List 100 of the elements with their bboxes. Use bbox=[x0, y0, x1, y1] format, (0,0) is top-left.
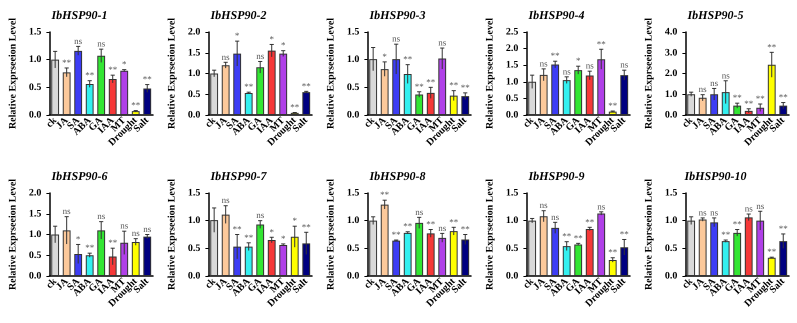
chart-title: IbHSP90-1 bbox=[50, 8, 108, 22]
y-tick-label: 0.5 bbox=[346, 82, 360, 93]
data-label: ** bbox=[108, 64, 118, 75]
bar bbox=[268, 240, 276, 276]
bar bbox=[380, 204, 389, 276]
data-label: * bbox=[280, 40, 286, 50]
bar bbox=[586, 75, 594, 115]
data-label: ns bbox=[222, 195, 230, 206]
data-label: * bbox=[122, 59, 127, 70]
chart-title: IbHSP90-10 bbox=[683, 169, 747, 183]
data-label: ns bbox=[698, 207, 708, 218]
y-tick-label: 0.0 bbox=[28, 110, 42, 120]
data-label: ** bbox=[732, 92, 742, 103]
data-label: ** bbox=[244, 82, 254, 92]
data-label: ** bbox=[449, 216, 459, 227]
data-label: ** bbox=[562, 231, 572, 242]
data-label: ** bbox=[403, 221, 413, 232]
chart-title: IbHSP90-7 bbox=[209, 169, 268, 183]
bar bbox=[450, 231, 458, 276]
data-label: ns bbox=[62, 206, 72, 216]
data-label: ns bbox=[620, 60, 629, 70]
y-tick-label: 1.0 bbox=[664, 88, 678, 100]
bar bbox=[132, 111, 140, 115]
data-label: ns bbox=[438, 38, 447, 48]
data-label: ** bbox=[244, 232, 254, 242]
y-tick-label: 0.5 bbox=[506, 92, 518, 104]
y-tick-label: 1.0 bbox=[188, 68, 200, 79]
data-label: ** bbox=[414, 81, 424, 92]
data-label: ns bbox=[562, 66, 572, 76]
bar bbox=[302, 92, 310, 115]
chart-title: IbHSP90-5 bbox=[686, 8, 744, 22]
data-label: * bbox=[269, 226, 274, 237]
bar bbox=[608, 112, 617, 115]
bar bbox=[438, 238, 446, 276]
data-label: ns bbox=[132, 228, 140, 238]
data-label: ** bbox=[756, 94, 766, 104]
y-tick-label: 1.5 bbox=[188, 47, 200, 58]
bar bbox=[143, 88, 152, 115]
data-label: ns bbox=[120, 220, 129, 231]
data-label: ns bbox=[744, 204, 754, 214]
data-label: * bbox=[292, 216, 298, 226]
y-tick-label: 1.5 bbox=[346, 26, 360, 38]
y-tick-label: 1.5 bbox=[506, 188, 518, 198]
y-tick-label: 1.5 bbox=[28, 26, 42, 38]
y-tick-label: 1.0 bbox=[346, 215, 360, 226]
data-label: ns bbox=[97, 211, 106, 222]
bar bbox=[415, 94, 424, 115]
y-axis-title: Relative Exprseeion Level bbox=[8, 18, 18, 130]
y-tick-label: 0.5 bbox=[346, 242, 360, 254]
bar bbox=[222, 65, 230, 115]
y-axis-title: Relative Exprseeion Level bbox=[644, 18, 654, 130]
y-tick-label: 1.0 bbox=[506, 76, 518, 88]
y-axis-title: Relative Exprseeion Level bbox=[644, 178, 654, 290]
data-label: ns bbox=[256, 210, 265, 220]
y-tick-label: 1.0 bbox=[346, 54, 360, 66]
y-axis-title: Relative Exprseeion Level bbox=[326, 18, 336, 130]
data-label: ns bbox=[392, 34, 401, 44]
data-label: ns bbox=[97, 38, 106, 49]
data-label: ** bbox=[142, 74, 152, 84]
y-tick-label: 0.5 bbox=[506, 242, 518, 254]
bar bbox=[597, 213, 606, 276]
data-label: ** bbox=[778, 223, 788, 234]
bar bbox=[210, 74, 218, 115]
data-label: ** bbox=[460, 82, 470, 92]
data-label: ** bbox=[302, 80, 312, 91]
y-tick-label: 1.0 bbox=[664, 215, 678, 226]
chart-title: IbHSP90-3 bbox=[368, 8, 426, 22]
data-label: ns bbox=[756, 200, 765, 211]
y-tick-label: 1.5 bbox=[346, 188, 360, 198]
y-tick-label: 0.5 bbox=[188, 242, 200, 254]
data-label: ** bbox=[767, 42, 777, 52]
data-label: ** bbox=[232, 224, 242, 234]
y-tick-label: 1.5 bbox=[188, 188, 200, 198]
data-label: ns bbox=[74, 36, 83, 46]
data-label: * bbox=[234, 30, 240, 41]
bar bbox=[768, 258, 776, 276]
data-label: ** bbox=[392, 230, 402, 240]
data-label: ** bbox=[744, 98, 754, 108]
bar bbox=[562, 246, 571, 276]
data-label: ** bbox=[574, 232, 584, 243]
bar bbox=[279, 245, 288, 276]
data-label: * bbox=[382, 51, 388, 62]
bar bbox=[698, 98, 707, 115]
bar bbox=[108, 79, 117, 115]
bar bbox=[244, 246, 253, 276]
bar bbox=[574, 244, 582, 276]
y-tick-label: 1.5 bbox=[664, 188, 678, 198]
y-tick-label: 0.0 bbox=[188, 270, 200, 282]
bar bbox=[733, 106, 742, 115]
bar bbox=[574, 70, 582, 115]
data-label: ** bbox=[290, 102, 300, 112]
data-label: ns bbox=[710, 207, 719, 218]
y-tick-label: 3.0 bbox=[664, 47, 678, 58]
data-label: ns bbox=[710, 78, 719, 88]
data-label: ns bbox=[540, 200, 548, 210]
y-tick-label: 0.0 bbox=[28, 270, 42, 282]
data-label: ns bbox=[438, 222, 447, 233]
bar bbox=[62, 72, 71, 115]
y-tick-label: 2.0 bbox=[664, 68, 678, 79]
bar bbox=[244, 93, 253, 115]
